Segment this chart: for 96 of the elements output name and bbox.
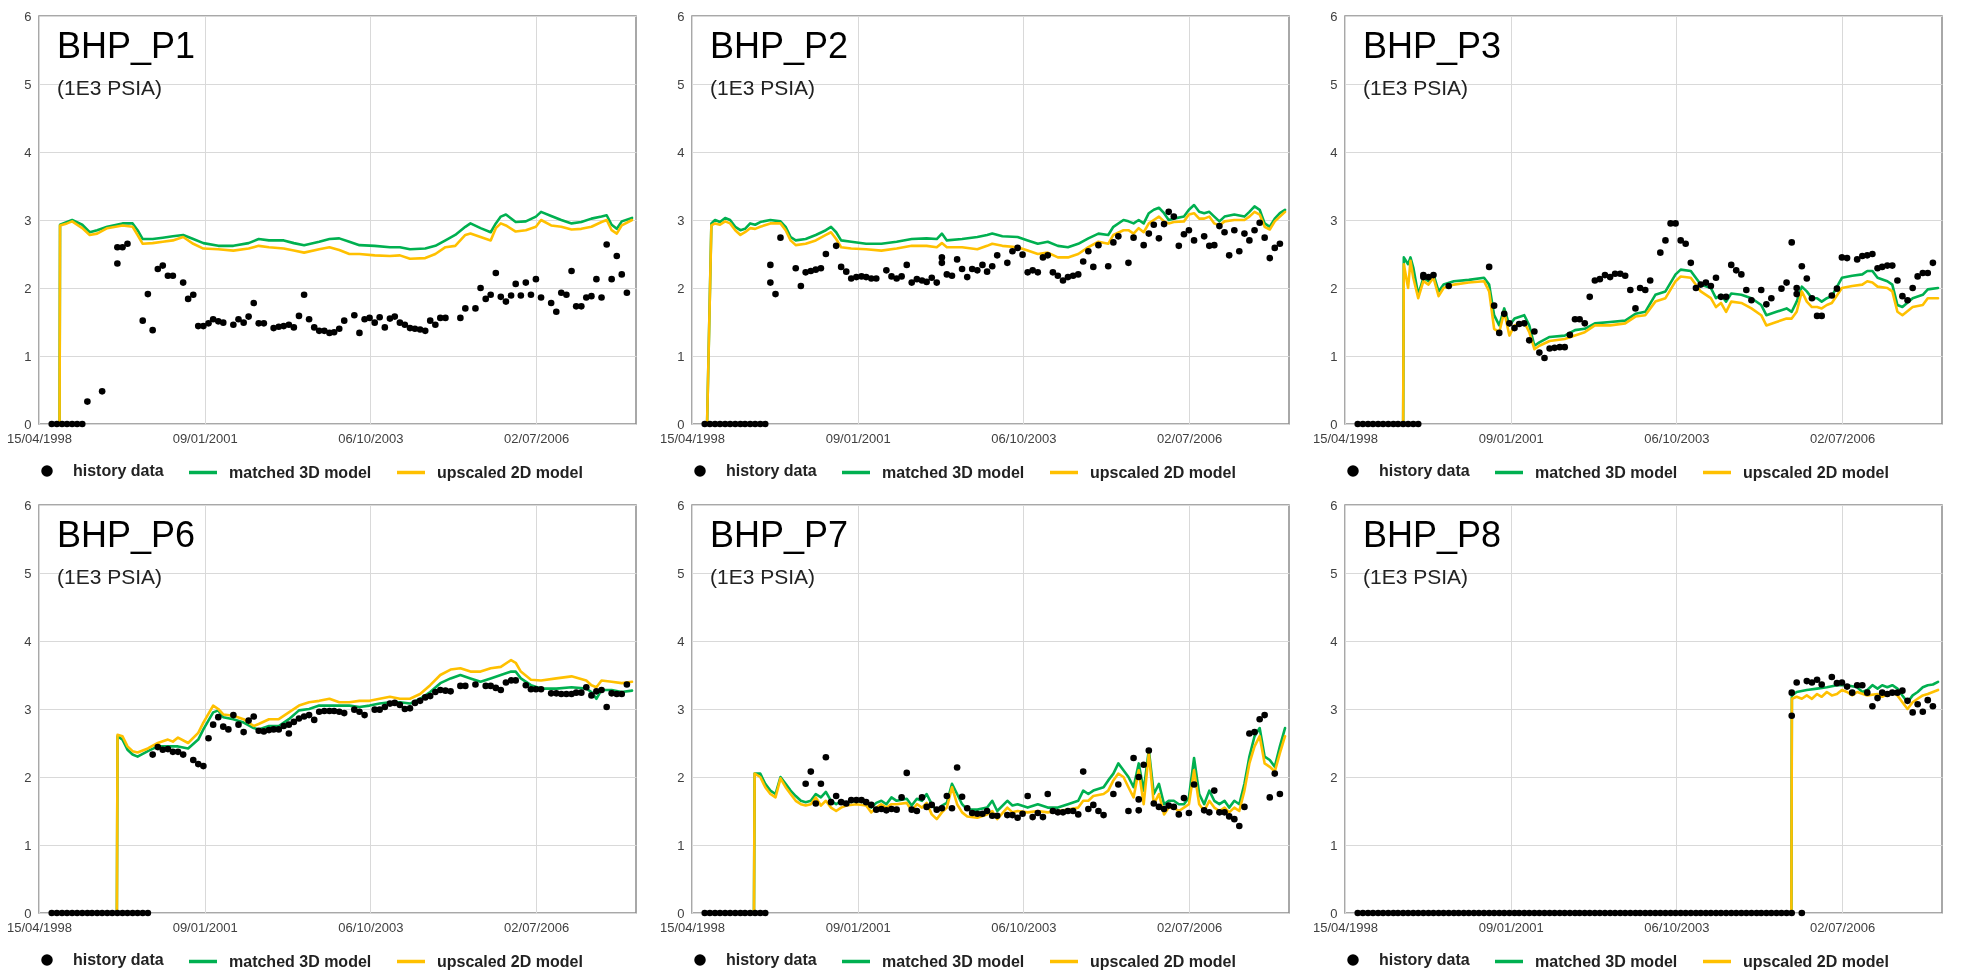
y-tick-label: 3 [24, 212, 32, 228]
y-tick-label: 0 [1330, 905, 1338, 921]
legend-label: upscaled 2D model [437, 952, 583, 970]
y-tick-label: 3 [677, 212, 685, 228]
x-tick-label: 09/01/2001 [172, 919, 238, 935]
y-tick-label: 1 [1330, 837, 1338, 853]
chart-title: BHP_P6 [57, 514, 196, 555]
legend-label: upscaled 2D model [1090, 463, 1236, 481]
text: (1E3 PSIA) [1363, 565, 1469, 588]
y-tick-label: 2 [677, 769, 685, 785]
chart-title: BHP_P1 [57, 25, 196, 66]
x-tick-label: 02/07/2006 [1810, 919, 1876, 935]
y-tick-label: 1 [1330, 348, 1338, 364]
legend-label: matched 3D model [882, 463, 1025, 481]
y-tick-label: 3 [1330, 212, 1338, 228]
y-tick-label: 0 [677, 905, 685, 921]
y-tick-label: 4 [1330, 144, 1338, 160]
y-tick-label: 0 [24, 416, 32, 432]
y-tick-label: 0 [1330, 416, 1338, 432]
y-tick-label: 0 [677, 416, 685, 432]
x-tick-label: 06/10/2003 [338, 919, 404, 935]
x-tick-label: 02/07/2006 [1157, 919, 1223, 935]
legend-label: history data [73, 951, 164, 968]
y-tick-label: 4 [24, 633, 32, 649]
y-tick-label: 1 [677, 837, 685, 853]
y-tick-label: 6 [24, 8, 32, 24]
legend-label: upscaled 2D model [1090, 952, 1236, 970]
legend-label: matched 3D model [229, 463, 372, 481]
x-tick-label: 06/10/2003 [1644, 919, 1710, 935]
legend-label: matched 3D model [882, 952, 1025, 970]
y-tick-label: 1 [677, 348, 685, 364]
chart-title: BHP_P3 [1363, 25, 1502, 66]
legend-label: upscaled 2D model [1743, 952, 1889, 970]
y-tick-label: 0 [24, 905, 32, 921]
legend-label: history data [73, 462, 164, 479]
legend-label: history data [726, 462, 817, 479]
legend-label: matched 3D model [229, 952, 372, 970]
legend-label: upscaled 2D model [437, 463, 583, 481]
y-tick-label: 5 [1330, 76, 1338, 92]
chart-title: BHP_P2 [710, 25, 849, 66]
y-tick-label: 3 [1330, 701, 1338, 717]
y-tick-label: 4 [1330, 633, 1338, 649]
x-tick-label: 15/04/1998 [6, 919, 73, 935]
x-tick-label: 09/01/2001 [825, 430, 891, 446]
y-tick-label: 5 [1330, 565, 1338, 581]
x-tick-label: 09/01/2001 [172, 430, 238, 446]
y-tick-label: 3 [24, 701, 32, 717]
y-tick-label: 4 [677, 633, 685, 649]
y-tick-label: 6 [677, 8, 685, 24]
x-tick-label: 15/04/1998 [659, 919, 726, 935]
text: (1E3 PSIA) [57, 76, 163, 99]
y-tick-label: 3 [677, 701, 685, 717]
y-tick-label: 2 [24, 769, 32, 785]
legend-label: matched 3D model [1535, 463, 1678, 481]
y-tick-label: 2 [1330, 769, 1338, 785]
y-tick-label: 1 [24, 837, 32, 853]
y-tick-label: 2 [24, 280, 32, 296]
x-tick-label: 06/10/2003 [1644, 430, 1710, 446]
y-tick-label: 5 [24, 76, 32, 92]
y-tick-label: 2 [677, 280, 685, 296]
text: (1E3 PSIA) [710, 565, 816, 588]
y-tick-label: 4 [677, 144, 685, 160]
y-tick-label: 5 [677, 565, 685, 581]
x-tick-label: 02/07/2006 [504, 430, 570, 446]
x-tick-label: 06/10/2003 [991, 430, 1057, 446]
x-tick-label: 15/04/1998 [1312, 919, 1379, 935]
x-tick-label: 15/04/1998 [659, 430, 726, 446]
text: (1E3 PSIA) [710, 76, 816, 99]
x-tick-label: 02/07/2006 [504, 919, 570, 935]
x-tick-label: 06/10/2003 [991, 919, 1057, 935]
y-tick-label: 6 [1330, 8, 1338, 24]
text: (1E3 PSIA) [1363, 76, 1469, 99]
legend-label: history data [1379, 462, 1470, 479]
x-tick-label: 15/04/1998 [6, 430, 73, 446]
x-tick-label: 09/01/2001 [1478, 919, 1544, 935]
x-tick-label: 09/01/2001 [1478, 430, 1544, 446]
x-tick-label: 02/07/2006 [1157, 430, 1223, 446]
x-tick-label: 09/01/2001 [825, 919, 891, 935]
y-tick-label: 6 [1330, 497, 1338, 513]
y-tick-label: 6 [24, 497, 32, 513]
legend-label: history data [1379, 951, 1470, 968]
text: (1E3 PSIA) [57, 565, 163, 588]
legend-label: history data [726, 951, 817, 968]
x-tick-label: 06/10/2003 [338, 430, 404, 446]
y-tick-label: 5 [677, 76, 685, 92]
y-tick-label: 6 [677, 497, 685, 513]
chart-title: BHP_P7 [710, 514, 849, 555]
x-tick-label: 15/04/1998 [1312, 430, 1379, 446]
y-tick-label: 2 [1330, 280, 1338, 296]
legend-label: matched 3D model [1535, 952, 1678, 970]
y-tick-label: 4 [24, 144, 32, 160]
legend-label: upscaled 2D model [1743, 463, 1889, 481]
chart-title: BHP_P8 [1363, 514, 1502, 555]
y-tick-label: 1 [24, 348, 32, 364]
x-tick-label: 02/07/2006 [1810, 430, 1876, 446]
y-tick-label: 5 [24, 565, 32, 581]
